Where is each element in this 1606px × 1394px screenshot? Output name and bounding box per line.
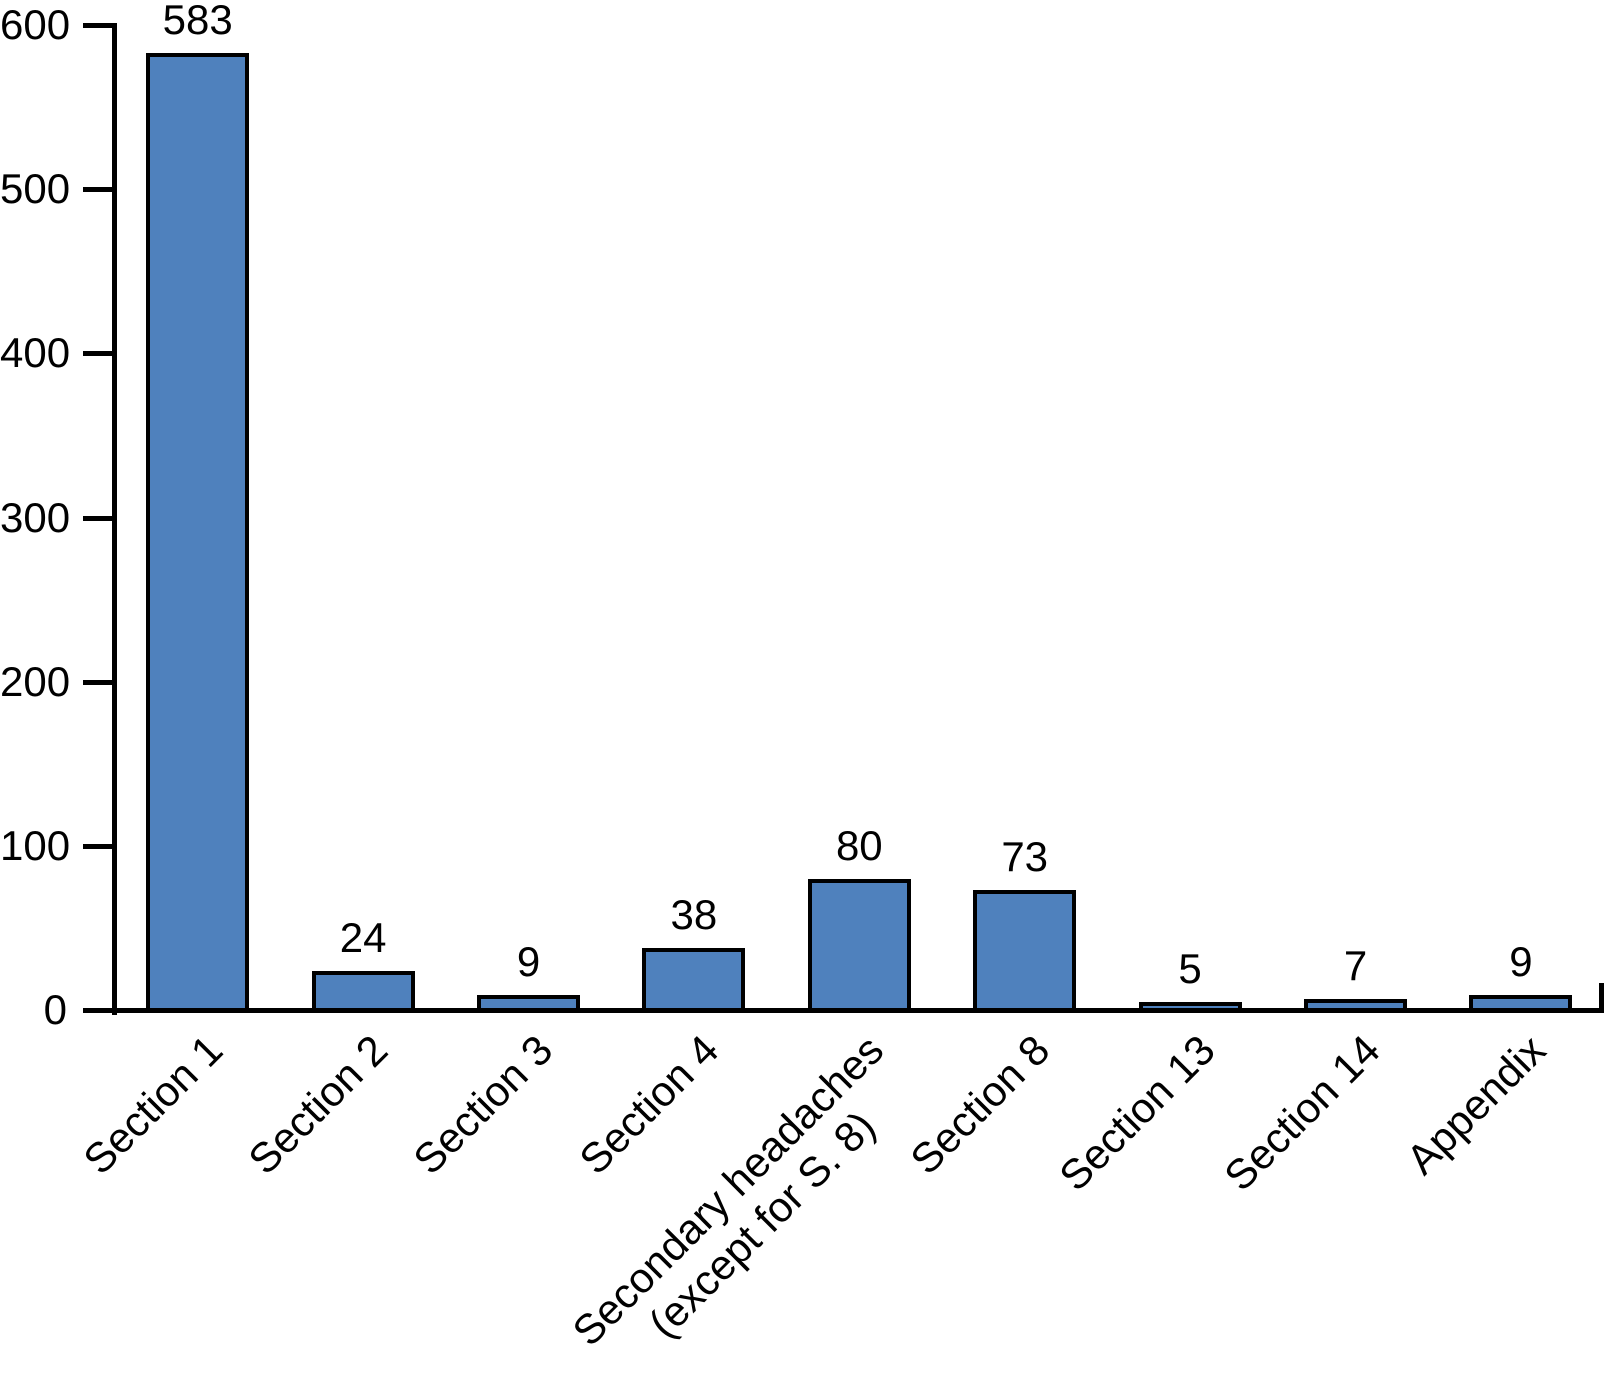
bar-value-label: 5 <box>1178 944 1202 992</box>
y-axis-tick-label: 200 <box>0 657 71 705</box>
x-axis-category-label: Section 4 <box>570 1026 728 1184</box>
y-axis-line <box>112 23 117 1015</box>
x-axis-category-label-line: Secondary headaches <box>563 1026 893 1355</box>
bar-value-label: 583 <box>162 0 233 43</box>
y-axis-tick <box>83 679 113 685</box>
y-axis-tick-label: 0 <box>43 986 67 1033</box>
bar-value-label: 7 <box>1343 941 1368 989</box>
x-axis-category-label-line: Appendix <box>1397 1026 1555 1184</box>
x-axis-category-label: Section 14 <box>1215 1026 1389 1200</box>
bar-value-label: 38 <box>670 890 718 938</box>
y-axis-tick-label: 500 <box>0 165 71 213</box>
x-axis-category-label: Secondary headaches (except for S. 8) <box>564 1026 927 1389</box>
y-axis-tick-label: 300 <box>0 493 71 541</box>
y-axis-tick-label: 600 <box>0 1 71 48</box>
x-axis-category-label-line: Section 3 <box>404 1026 562 1184</box>
bar-value-label: 9 <box>516 938 541 986</box>
x-axis-category-label: Section 2 <box>239 1026 397 1184</box>
x-axis-end-tick <box>1599 983 1604 1013</box>
bar-section-4 <box>642 947 746 1013</box>
bar-section-8 <box>973 890 1077 1013</box>
y-axis-tick-label: 400 <box>0 329 71 377</box>
x-axis-category-label-line: Section 1 <box>73 1026 231 1184</box>
bar-secondary-headaches <box>807 878 911 1013</box>
bar-value-label: 9 <box>1509 938 1533 986</box>
x-axis-category-label: Appendix <box>1397 1026 1555 1184</box>
x-axis-category-label-line: Section 4 <box>570 1026 728 1184</box>
x-axis-category-label: Section 3 <box>405 1026 563 1184</box>
x-axis-category-label-line: Section 2 <box>239 1026 397 1184</box>
bar-section-13 <box>1138 1001 1242 1013</box>
x-axis-category-label-line: Section 14 <box>1215 1026 1389 1200</box>
bar-value-label: 24 <box>339 913 387 961</box>
bar-section-1 <box>146 52 250 1013</box>
x-axis-category-label: Section 13 <box>1050 1026 1224 1200</box>
x-axis-category-label: Section 8 <box>901 1026 1059 1184</box>
bar-section-2 <box>311 970 415 1013</box>
bar-value-label: 73 <box>1001 833 1049 881</box>
x-axis-category-label-line: Section 8 <box>900 1026 1058 1184</box>
y-axis-tick <box>83 515 113 521</box>
y-axis-tick-label: 100 <box>0 821 71 869</box>
y-axis-tick <box>83 843 113 849</box>
y-axis-tick <box>83 351 113 357</box>
y-axis-tick <box>83 23 113 28</box>
bar-value-label: 80 <box>835 821 883 869</box>
x-axis-category-label: Section 1 <box>74 1026 232 1184</box>
y-axis-tick <box>83 1008 113 1013</box>
y-axis-tick <box>83 187 113 193</box>
x-axis-category-label-line: Section 13 <box>1049 1026 1224 1200</box>
x-axis-line <box>112 1008 1604 1013</box>
